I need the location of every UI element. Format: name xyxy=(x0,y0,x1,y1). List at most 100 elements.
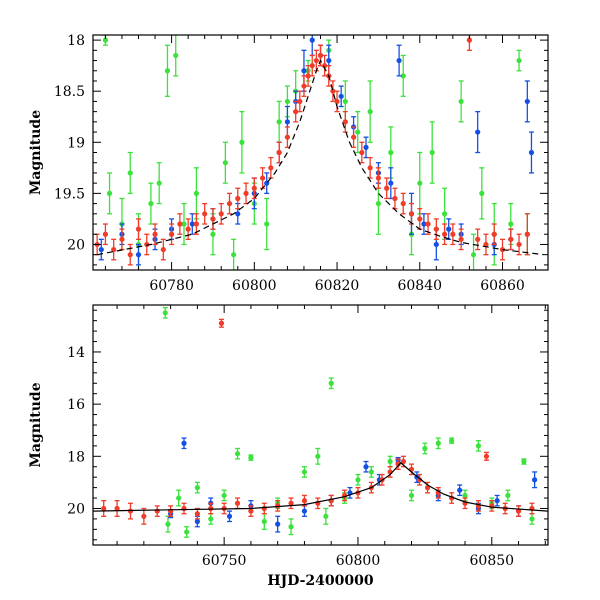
data-point-green xyxy=(184,526,190,538)
y-axis-title: Magnitude xyxy=(28,382,44,467)
data-point-green xyxy=(355,473,361,486)
data-point-green xyxy=(176,489,182,507)
data-point-green xyxy=(248,454,254,461)
y-tick-label: 18.5 xyxy=(54,84,85,100)
y-axis-title: Magnitude xyxy=(28,110,44,195)
y-tick-label: 18 xyxy=(67,449,85,465)
data-point-blue xyxy=(457,484,463,497)
data-point-green xyxy=(165,515,171,533)
x-tick-label: 60820 xyxy=(315,278,360,294)
data-point-green xyxy=(387,455,393,468)
data-point-red xyxy=(218,202,224,225)
data-point-red xyxy=(384,177,390,200)
data-point-green xyxy=(408,489,415,502)
data-point-red xyxy=(301,75,307,97)
data-point-red xyxy=(259,167,266,189)
data-point-blue xyxy=(475,110,481,154)
data-point-red xyxy=(309,54,315,77)
data-point-red xyxy=(102,223,109,246)
data-point-red xyxy=(441,223,448,246)
data-point-blue xyxy=(194,515,200,528)
x-tick-label: 60850 xyxy=(470,553,515,569)
y-tick-label: 20 xyxy=(67,237,85,253)
data-point-red xyxy=(334,90,340,113)
x-axis-title: HJD-2400000 xyxy=(267,573,374,589)
data-point-green xyxy=(323,507,329,525)
y-tick-label: 19 xyxy=(67,135,85,151)
data-point-red xyxy=(416,473,423,486)
data-point-red xyxy=(529,502,535,515)
data-point-red xyxy=(101,500,107,517)
data-point-blue xyxy=(528,131,535,174)
data-point-red xyxy=(462,497,468,510)
data-point-red xyxy=(144,233,150,256)
data-point-red xyxy=(491,223,497,246)
data-point-blue xyxy=(396,44,402,77)
data-point-green xyxy=(315,447,321,465)
data-point-green xyxy=(181,202,187,246)
data-point-blue xyxy=(98,238,104,261)
data-point-green xyxy=(449,437,455,444)
y-tick-label: 14 xyxy=(67,345,85,361)
data-point-green xyxy=(173,35,179,77)
data-point-red xyxy=(160,238,166,261)
data-point-green xyxy=(231,238,237,270)
x-tick-label: 60780 xyxy=(149,278,194,294)
series-green xyxy=(102,35,530,270)
data-point-red xyxy=(152,223,158,246)
model-curve xyxy=(96,59,544,256)
data-point-green xyxy=(261,513,267,530)
data-point-red xyxy=(235,187,241,210)
data-point-red xyxy=(127,502,134,520)
data-point-red xyxy=(194,507,200,520)
data-point-green xyxy=(239,110,245,174)
bottom-panel: 60750 60800 60850 14 16 18 20 Magnitude HJD-2400… xyxy=(28,304,549,589)
data-point-red xyxy=(425,213,431,235)
data-point-red xyxy=(408,202,415,225)
data-point-green xyxy=(516,49,522,72)
data-point-red xyxy=(367,156,373,179)
data-point-blue xyxy=(494,494,500,507)
data-point-red xyxy=(119,228,125,251)
data-point-red xyxy=(301,494,308,507)
data-point-blue xyxy=(446,218,452,240)
x-tick-label: 60840 xyxy=(397,278,442,294)
data-point-red xyxy=(268,156,274,179)
data-point-red xyxy=(248,505,254,517)
data-point-green xyxy=(127,151,133,195)
data-point-green xyxy=(222,141,228,184)
x-tick-label: 60750 xyxy=(202,553,247,569)
data-point-red xyxy=(210,208,216,230)
data-point-red xyxy=(315,497,321,510)
plot-area xyxy=(94,35,544,270)
y-tick-label: 16 xyxy=(67,397,85,413)
data-point-red xyxy=(202,202,208,225)
data-point-green xyxy=(276,100,282,143)
data-point-red xyxy=(508,228,514,251)
data-point-red xyxy=(185,218,191,240)
data-point-red xyxy=(243,182,249,205)
x-tick-label: 60800 xyxy=(232,278,277,294)
data-point-green xyxy=(475,440,482,452)
data-point-green xyxy=(458,80,464,123)
data-point-green xyxy=(367,80,373,143)
data-point-green xyxy=(479,167,485,220)
data-point-red xyxy=(524,213,530,256)
data-point-green xyxy=(355,110,361,154)
data-point-red xyxy=(475,228,481,251)
data-point-green xyxy=(234,447,241,460)
series-red xyxy=(101,318,535,525)
data-point-green xyxy=(505,489,511,502)
data-point-red xyxy=(234,497,241,510)
top-panel: 60780 60800 60820 60840 60860 18 18.5 19 19.5 20 M… xyxy=(28,33,549,294)
data-point-red xyxy=(193,213,200,235)
data-point-green xyxy=(301,466,308,478)
data-point-green xyxy=(470,233,477,270)
data-point-red xyxy=(359,141,365,164)
data-point-green xyxy=(208,513,214,525)
data-point-green xyxy=(422,442,428,455)
data-point-blue xyxy=(135,243,142,266)
data-point-red xyxy=(181,502,187,515)
data-point-green xyxy=(417,151,423,215)
data-point-red xyxy=(433,218,439,240)
